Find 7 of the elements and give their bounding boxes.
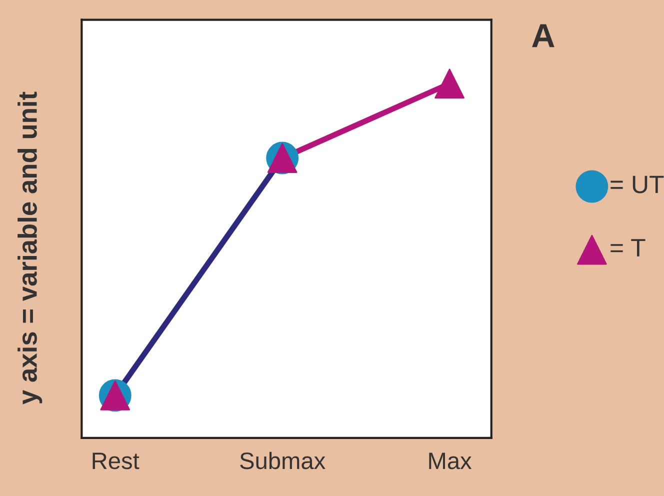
x-tick-label: Max xyxy=(429,452,472,470)
x-tick-label: Rest xyxy=(92,452,140,470)
legend-label: = T xyxy=(610,239,646,256)
x-tick-label: Submax xyxy=(240,452,326,470)
chart-title: A xyxy=(532,24,554,48)
y-axis-title: y axis = variable and unit xyxy=(18,92,42,404)
legend-label: = UT xyxy=(610,176,664,194)
